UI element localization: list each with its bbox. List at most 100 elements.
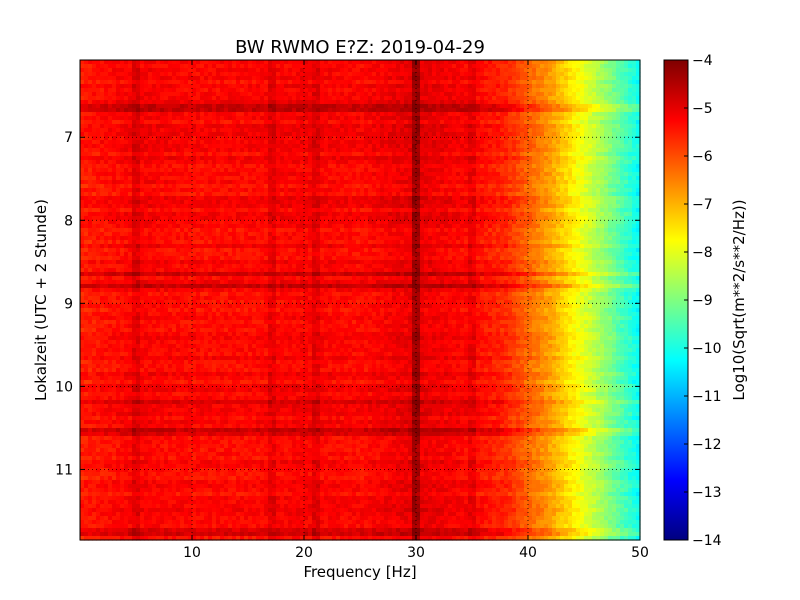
heatmap-cell xyxy=(272,132,277,137)
heatmap-cell xyxy=(480,68,485,73)
heatmap-cell xyxy=(196,92,201,97)
heatmap-cell xyxy=(272,184,277,189)
heatmap-cell xyxy=(428,132,433,137)
heatmap-cell xyxy=(80,60,85,65)
heatmap-cell xyxy=(208,140,213,145)
heatmap-cell xyxy=(544,184,549,189)
heatmap-cell xyxy=(124,144,129,149)
heatmap-cell xyxy=(92,156,97,161)
heatmap-cell xyxy=(440,64,445,69)
heatmap-cell xyxy=(536,164,541,169)
heatmap-cell xyxy=(168,132,173,137)
heatmap-cell xyxy=(316,100,321,105)
heatmap-cell xyxy=(172,176,177,181)
heatmap-cell xyxy=(320,168,325,173)
heatmap-cell xyxy=(308,140,313,145)
heatmap-cell xyxy=(412,140,417,145)
heatmap-cell xyxy=(492,192,497,197)
heatmap-cell xyxy=(144,68,149,73)
heatmap-cell xyxy=(488,92,493,97)
heatmap-cell xyxy=(184,132,189,137)
heatmap-cell xyxy=(604,152,609,157)
heatmap-cell xyxy=(312,124,317,129)
heatmap-cell xyxy=(456,92,461,97)
heatmap-cell xyxy=(492,156,497,161)
heatmap-cell xyxy=(228,200,233,205)
heatmap-cell xyxy=(524,136,529,141)
heatmap-cell xyxy=(320,104,325,109)
heatmap-cell xyxy=(504,172,509,177)
heatmap-cell xyxy=(424,84,429,89)
heatmap-cell xyxy=(360,160,365,165)
heatmap-cell xyxy=(184,104,189,109)
heatmap-cell xyxy=(364,180,369,185)
heatmap-cell xyxy=(476,168,481,173)
heatmap-cell xyxy=(316,80,321,85)
heatmap-cell xyxy=(480,60,485,65)
heatmap-cell xyxy=(512,60,517,65)
heatmap-cell xyxy=(408,176,413,181)
heatmap-cell xyxy=(540,96,545,101)
heatmap-cell xyxy=(596,176,601,181)
heatmap-cell xyxy=(272,128,277,133)
heatmap-cell xyxy=(160,100,165,105)
heatmap-cell xyxy=(244,136,249,141)
heatmap-cell xyxy=(160,120,165,125)
heatmap-cell xyxy=(384,64,389,69)
heatmap-cell xyxy=(368,116,373,121)
heatmap-cell xyxy=(448,104,453,109)
heatmap-cell xyxy=(460,92,465,97)
heatmap-cell xyxy=(352,80,357,85)
heatmap-cell xyxy=(80,192,85,197)
heatmap-cell xyxy=(320,164,325,169)
heatmap-cell xyxy=(212,188,217,193)
heatmap-cell xyxy=(400,104,405,109)
heatmap-cell xyxy=(592,108,597,113)
heatmap-cell xyxy=(348,140,353,145)
heatmap-cell xyxy=(624,80,629,85)
heatmap-cell xyxy=(516,128,521,133)
heatmap-cell xyxy=(172,152,177,157)
heatmap-cell xyxy=(232,92,237,97)
heatmap-cell xyxy=(300,144,305,149)
heatmap-cell xyxy=(580,184,585,189)
heatmap-cell xyxy=(396,176,401,181)
heatmap-cell xyxy=(604,64,609,69)
heatmap-cell xyxy=(108,104,113,109)
heatmap-cell xyxy=(272,152,277,157)
heatmap-cell xyxy=(624,132,629,137)
heatmap-cell xyxy=(356,120,361,125)
heatmap-cell xyxy=(212,180,217,185)
heatmap-cell xyxy=(420,184,425,189)
heatmap-cell xyxy=(528,124,533,129)
heatmap-cell xyxy=(96,160,101,165)
heatmap-cell xyxy=(256,108,261,113)
heatmap-cell xyxy=(552,100,557,105)
heatmap-cell xyxy=(296,160,301,165)
heatmap-cell xyxy=(120,168,125,173)
heatmap-cell xyxy=(112,124,117,129)
heatmap-cell xyxy=(524,172,529,177)
heatmap-cell xyxy=(512,80,517,85)
heatmap-cell xyxy=(420,140,425,145)
heatmap-cell xyxy=(532,152,537,157)
heatmap-cell xyxy=(320,72,325,77)
heatmap-cell xyxy=(232,200,237,205)
heatmap-cell xyxy=(444,164,449,169)
heatmap-cell xyxy=(280,108,285,113)
heatmap-cell xyxy=(228,152,233,157)
heatmap-cell xyxy=(380,148,385,153)
heatmap-cell xyxy=(300,196,305,201)
heatmap-cell xyxy=(624,112,629,117)
heatmap-cell xyxy=(216,176,221,181)
heatmap-cell xyxy=(256,140,261,145)
heatmap-cell xyxy=(160,140,165,145)
heatmap-cell xyxy=(136,76,141,81)
heatmap-cell xyxy=(312,100,317,105)
heatmap-cell xyxy=(472,108,477,113)
heatmap-cell xyxy=(312,188,317,193)
heatmap-cell xyxy=(600,196,605,201)
heatmap-cell xyxy=(132,172,137,177)
heatmap-cell xyxy=(624,156,629,161)
heatmap-cell xyxy=(240,132,245,137)
